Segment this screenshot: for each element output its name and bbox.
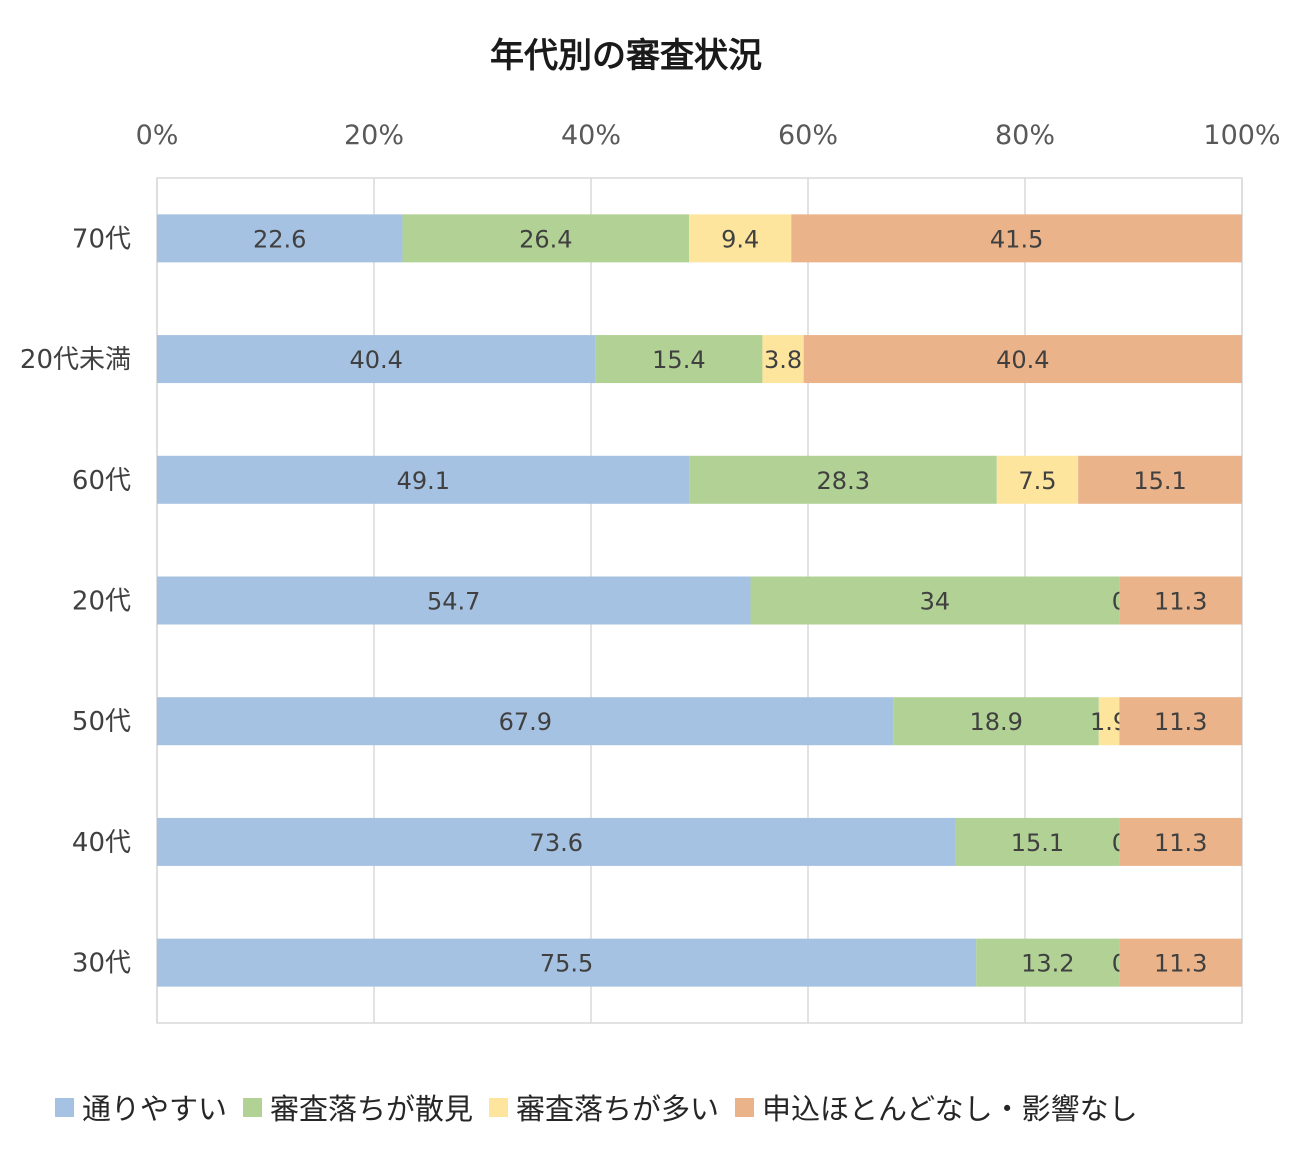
legend-item: 審査落ちが散見 [243, 1086, 473, 1128]
bar-segment [157, 576, 751, 625]
chart-title: 年代別の審査状況 [490, 36, 762, 76]
legend: 通りやすい 審査落ちが散見 審査落ちが多い 申込ほとんどなし・影響なし [55, 1086, 1154, 1128]
data-label: 34 [920, 588, 951, 616]
bar-segment [750, 576, 1120, 625]
legend-label: 通りやすい [82, 1092, 228, 1126]
category-label: 20代未満 [20, 345, 131, 375]
data-label: 26.4 [519, 225, 572, 253]
data-label: 54.7 [427, 588, 480, 616]
bar-segment [791, 214, 1242, 263]
bar-segment [1119, 817, 1242, 866]
category-label: 20代 [72, 587, 131, 617]
category-label: 50代 [72, 707, 131, 737]
data-label: 3.8 [764, 346, 802, 374]
category-label: 70代 [72, 224, 131, 254]
x-tick-label: 0% [136, 120, 179, 151]
legend-swatch [489, 1097, 509, 1117]
legend-item: 通りやすい [55, 1086, 227, 1128]
bar-segment [803, 335, 1242, 384]
data-label: 11.3 [1154, 829, 1207, 857]
bar-segment [976, 938, 1120, 987]
bar-segment [893, 697, 1099, 746]
category-label: 40代 [72, 828, 131, 858]
data-label: 11.3 [1154, 708, 1207, 736]
bar-segment [157, 817, 956, 866]
data-label: 9.4 [721, 225, 759, 253]
x-tick-label: 20% [344, 120, 404, 151]
bar-segment [157, 938, 977, 987]
data-label: 15.1 [1133, 467, 1186, 495]
chart-plot: 0% 20% 40% 60% 80% 100% 70代 22.6 26.4 9.4 41.5 20代未… [20, 120, 1281, 1024]
data-label: 15.4 [652, 346, 705, 374]
data-label: 15.1 [1011, 829, 1064, 857]
bar-segment [157, 214, 403, 263]
data-label: 73.6 [530, 829, 583, 857]
x-tick-label: 100% [1203, 120, 1280, 151]
legend-swatch [735, 1097, 755, 1117]
data-label: 11.3 [1154, 950, 1207, 978]
data-label: 11.3 [1154, 588, 1207, 616]
bar-segment [157, 455, 690, 504]
data-label: 13.2 [1021, 950, 1074, 978]
category-label: 30代 [72, 949, 131, 979]
bar-segment [1119, 697, 1242, 746]
bar-segment [762, 335, 804, 384]
category-label: 60代 [72, 466, 131, 496]
x-tick-label: 80% [995, 120, 1055, 151]
bar-segment [402, 214, 690, 263]
bar-segment [955, 817, 1120, 866]
data-label: 41.5 [990, 225, 1043, 253]
data-label: 67.9 [499, 708, 552, 736]
data-label: 40.4 [996, 346, 1049, 374]
bar-segment [1098, 697, 1120, 746]
x-tick-label: 40% [561, 120, 621, 151]
legend-swatch [55, 1097, 74, 1117]
bar-segment [1078, 455, 1242, 504]
data-label: 18.9 [970, 708, 1023, 736]
bar-segment [157, 697, 894, 746]
bar-segment [996, 455, 1079, 504]
data-label: 49.1 [397, 467, 450, 495]
bar-segment [595, 335, 763, 384]
bar-segment [689, 455, 997, 504]
legend-label: 申込ほとんどなし・影響なし [762, 1092, 1138, 1126]
legend-item: 申込ほとんどなし・影響なし [735, 1086, 1138, 1128]
data-label: 22.6 [253, 225, 306, 253]
bar-segment [157, 335, 596, 384]
legend-swatch [243, 1097, 263, 1117]
x-tick-label: 60% [778, 120, 838, 151]
data-label: 7.5 [1018, 467, 1056, 495]
data-label: 40.4 [349, 346, 402, 374]
legend-item: 審査落ちが多い [489, 1086, 719, 1128]
bar-segment [1119, 938, 1242, 987]
bar-segment [689, 214, 792, 263]
bar-segment [1119, 576, 1242, 625]
legend-label: 審査落ちが多い [516, 1092, 720, 1126]
data-label: 28.3 [817, 467, 870, 495]
legend-label: 審査落ちが散見 [270, 1092, 474, 1126]
data-label: 75.5 [540, 950, 593, 978]
